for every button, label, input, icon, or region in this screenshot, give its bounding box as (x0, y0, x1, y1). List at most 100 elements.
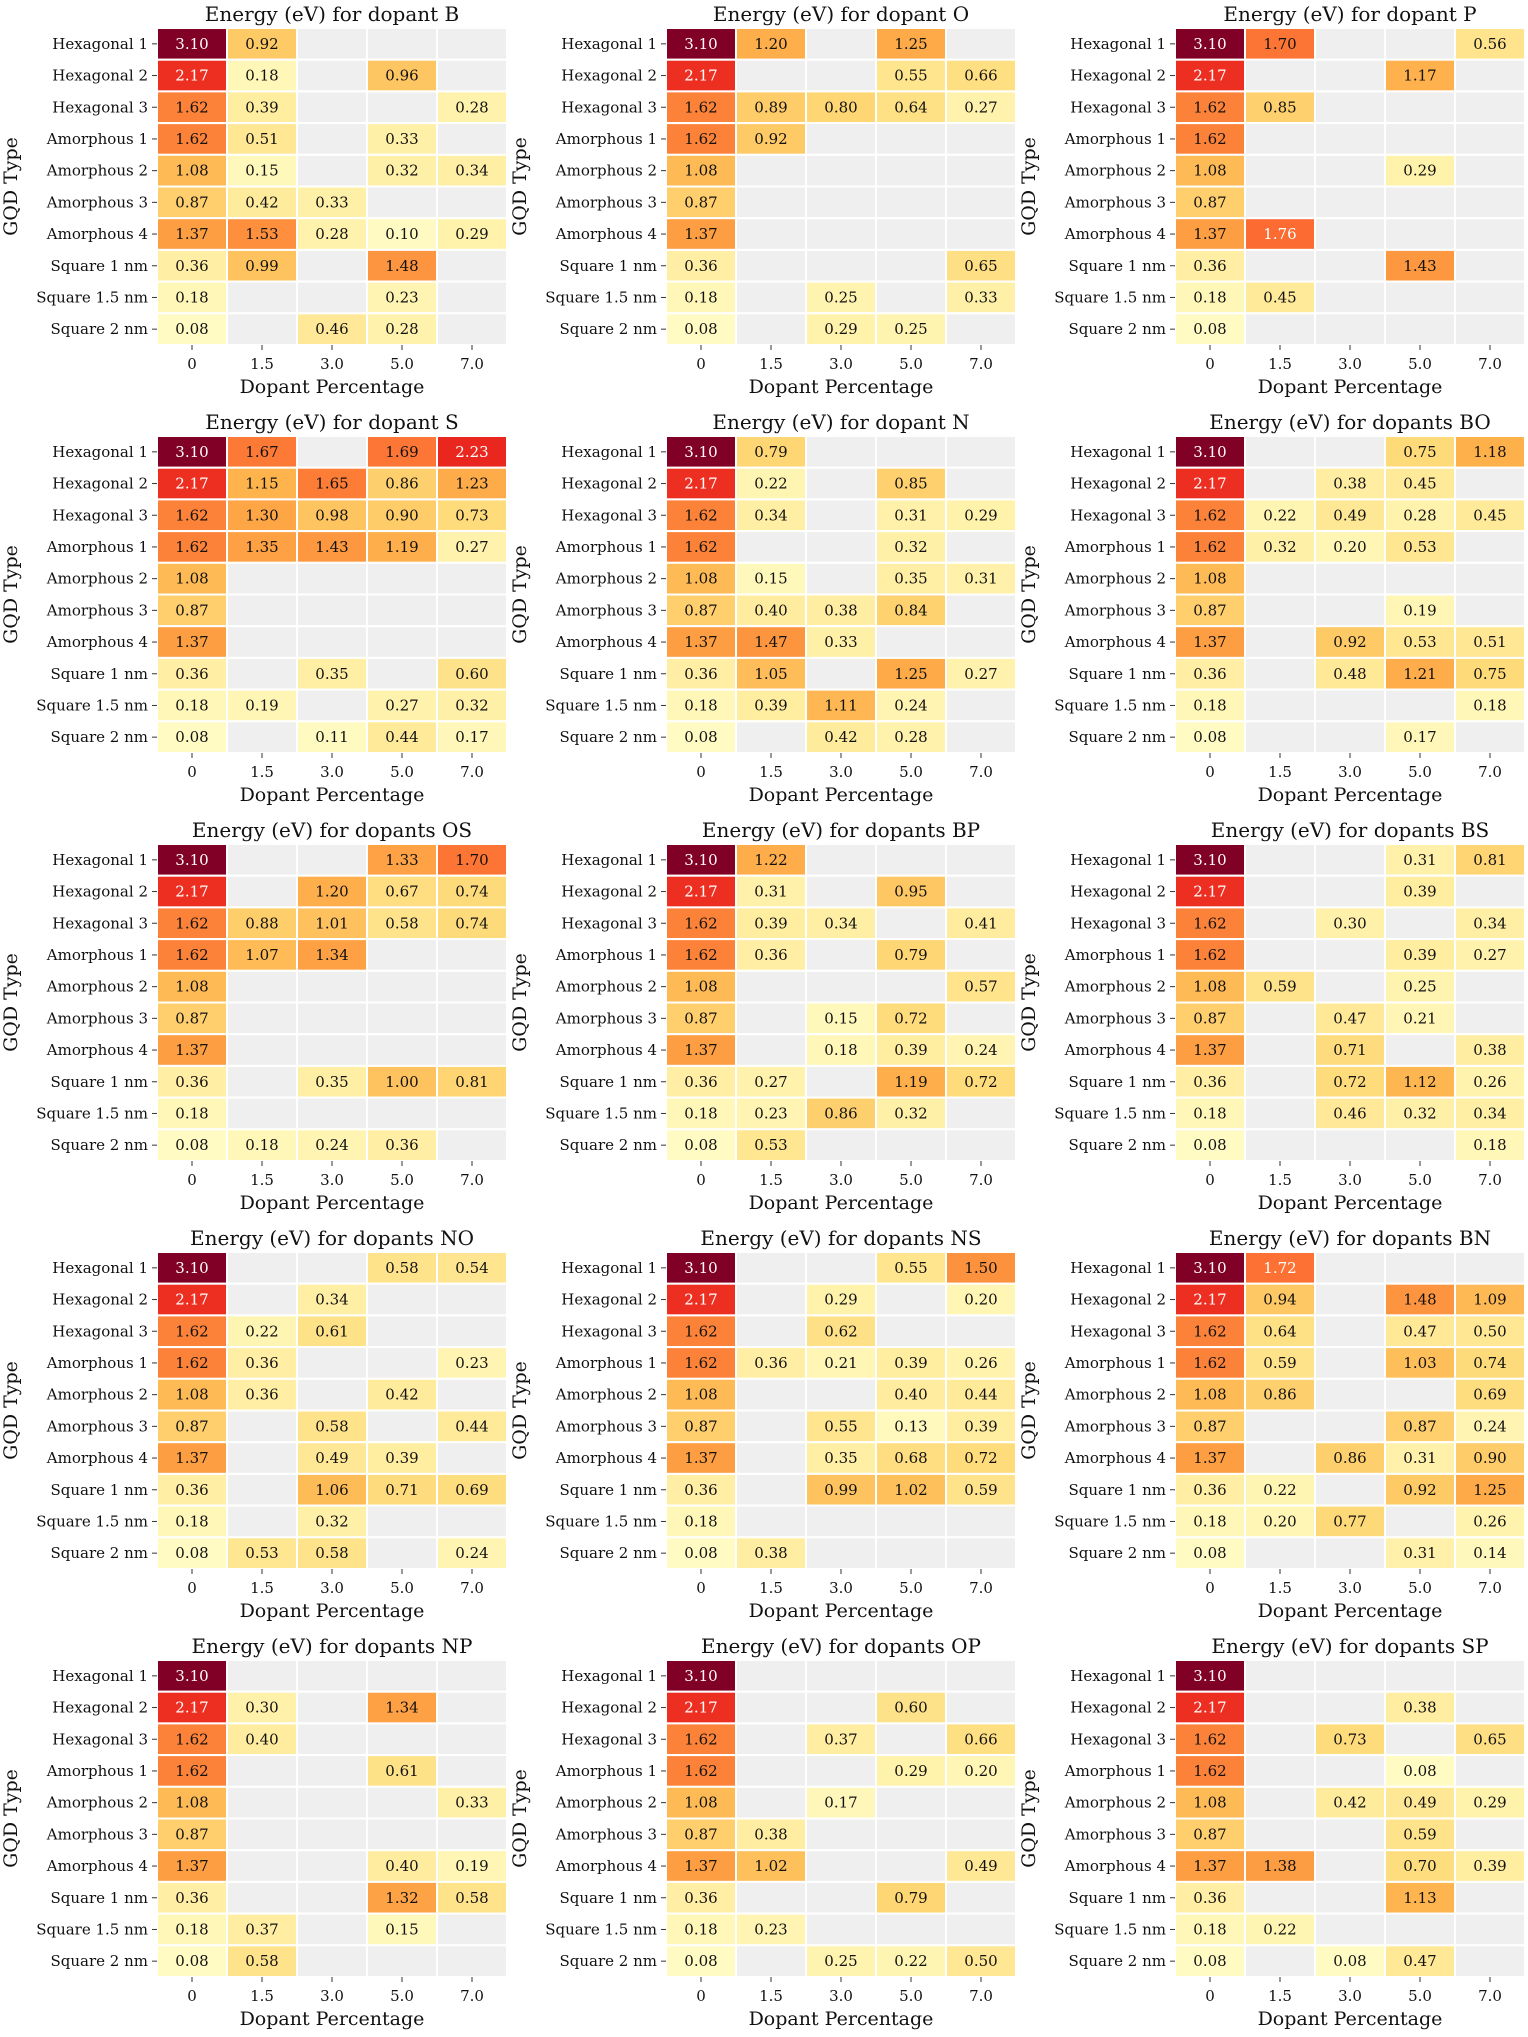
y-tick-label: Hexagonal 2 (561, 883, 657, 901)
empty-cell (875, 625, 947, 659)
x-tick-label: 5.0 (899, 1579, 923, 1597)
cell-value: 0.94 (1263, 1291, 1296, 1309)
cell-value: 0.81 (1473, 851, 1506, 869)
y-tick-label: Square 1 nm (560, 1073, 658, 1091)
empty-cell (1314, 720, 1386, 754)
y-tick-label: Square 1.5 nm (36, 1512, 148, 1530)
y-tick-label: Square 1 nm (560, 665, 658, 683)
cell-value: 0.24 (894, 696, 927, 714)
empty-cell (1244, 153, 1316, 188)
heatmap-cell (1384, 969, 1456, 1004)
cell-value: 1.05 (754, 665, 787, 683)
empty-cell (296, 1849, 368, 1883)
empty-cell (735, 312, 807, 346)
cell-value: 1.47 (754, 633, 787, 651)
y-axis-label: GQD Type (1018, 953, 1040, 1052)
heatmap-cell (366, 1441, 438, 1475)
cell-value: 0.37 (245, 1920, 278, 1938)
cell-value: 0.36 (1193, 1481, 1226, 1499)
empty-cell (1384, 1722, 1456, 1757)
empty-cell (296, 1346, 368, 1380)
empty-cell (1244, 1659, 1316, 1693)
cell-value: 1.08 (1193, 978, 1226, 996)
heatmap-cell (945, 280, 1017, 315)
empty-cell (1454, 153, 1526, 188)
x-tick-label: 1.5 (759, 763, 783, 781)
cell-value: 1.03 (1403, 1354, 1436, 1372)
cell-value: 0.59 (1263, 978, 1296, 996)
chart-title: Energy (eV) for dopants BS (1211, 818, 1489, 842)
empty-cell (436, 1504, 508, 1539)
cell-value: 3.10 (175, 851, 208, 869)
cell-value: 0.57 (964, 978, 997, 996)
cell-value: 0.58 (315, 1544, 348, 1562)
cell-value: 0.72 (964, 1449, 997, 1467)
cell-value: 1.37 (684, 225, 717, 243)
cell-value: 0.28 (315, 225, 348, 243)
heatmap-cell (296, 1064, 368, 1099)
heatmap-cell (156, 1536, 228, 1571)
empty-cell (875, 185, 947, 220)
y-tick-label: Square 1.5 nm (1054, 1512, 1166, 1530)
x-tick-label: 1.5 (759, 1987, 783, 2005)
cell-value: 1.67 (245, 443, 278, 461)
cell-value: 0.39 (894, 1041, 927, 1059)
empty-cell (735, 1033, 807, 1067)
empty-cell (735, 1690, 807, 1725)
cell-value: 0.34 (315, 1291, 348, 1309)
cell-value: 1.62 (684, 1762, 717, 1780)
empty-cell (436, 1033, 508, 1067)
heatmap-cell (1314, 466, 1386, 501)
cell-value: 1.62 (684, 506, 717, 524)
empty-cell (1314, 1128, 1386, 1163)
heatmap-cell (1454, 1409, 1526, 1444)
empty-cell (1314, 1346, 1386, 1380)
cell-value: 0.39 (1403, 883, 1436, 901)
empty-cell (296, 27, 368, 61)
cell-value: 3.10 (684, 35, 717, 53)
empty-cell (945, 435, 1017, 469)
cell-value: 0.25 (824, 288, 857, 306)
cell-value: 1.02 (894, 1481, 927, 1499)
cell-value: 0.87 (175, 1009, 208, 1027)
cell-value: 0.18 (1193, 1920, 1226, 1938)
heatmap-cell (226, 1314, 298, 1349)
y-tick-label: Amorphous 3 (46, 1009, 148, 1027)
y-tick-label: Amorphous 3 (1064, 601, 1166, 619)
cell-value: 1.69 (385, 443, 418, 461)
heatmap-cell (366, 312, 438, 346)
empty-cell (436, 1690, 508, 1725)
heatmap-cell (156, 153, 228, 188)
heatmap-panel: Energy (eV) for dopant P 3.10 1.70 0.56 2.17… (1018, 2, 1526, 398)
empty-cell (945, 185, 1017, 220)
cell-value: 1.50 (964, 1259, 997, 1277)
cell-value: 0.87 (1403, 1417, 1436, 1435)
cell-value: 0.31 (894, 506, 927, 524)
empty-cell (945, 720, 1017, 754)
heatmap-cell (945, 1944, 1017, 1979)
y-tick-label: Amorphous 2 (1064, 1794, 1166, 1812)
heatmap-cell (1314, 1722, 1386, 1757)
empty-cell (735, 1441, 807, 1475)
empty-cell (226, 1817, 298, 1852)
heatmap-cell (1174, 1314, 1246, 1349)
cell-value: 0.18 (684, 1920, 717, 1938)
empty-cell (366, 561, 438, 596)
y-tick-label: Square 2 nm (560, 728, 658, 746)
y-tick-label: Amorphous 3 (555, 1417, 657, 1435)
cell-value: 0.90 (385, 506, 418, 524)
heatmap-cell (1454, 1536, 1526, 1571)
cell-value: 0.62 (824, 1322, 857, 1340)
cell-value: 0.87 (175, 601, 208, 619)
cell-value: 0.47 (1403, 1952, 1436, 1970)
y-tick-label: Hexagonal 1 (1070, 1667, 1166, 1685)
cell-value: 0.29 (824, 320, 857, 338)
x-tick-label: 1.5 (1268, 1987, 1292, 2005)
y-tick-label: Amorphous 4 (555, 633, 657, 651)
empty-cell (875, 906, 947, 941)
heatmap-cell (156, 1785, 228, 1820)
cell-value: 1.08 (684, 1794, 717, 1812)
empty-cell (1454, 561, 1526, 596)
empty-cell (1454, 185, 1526, 220)
heatmap-cell (735, 1912, 807, 1947)
